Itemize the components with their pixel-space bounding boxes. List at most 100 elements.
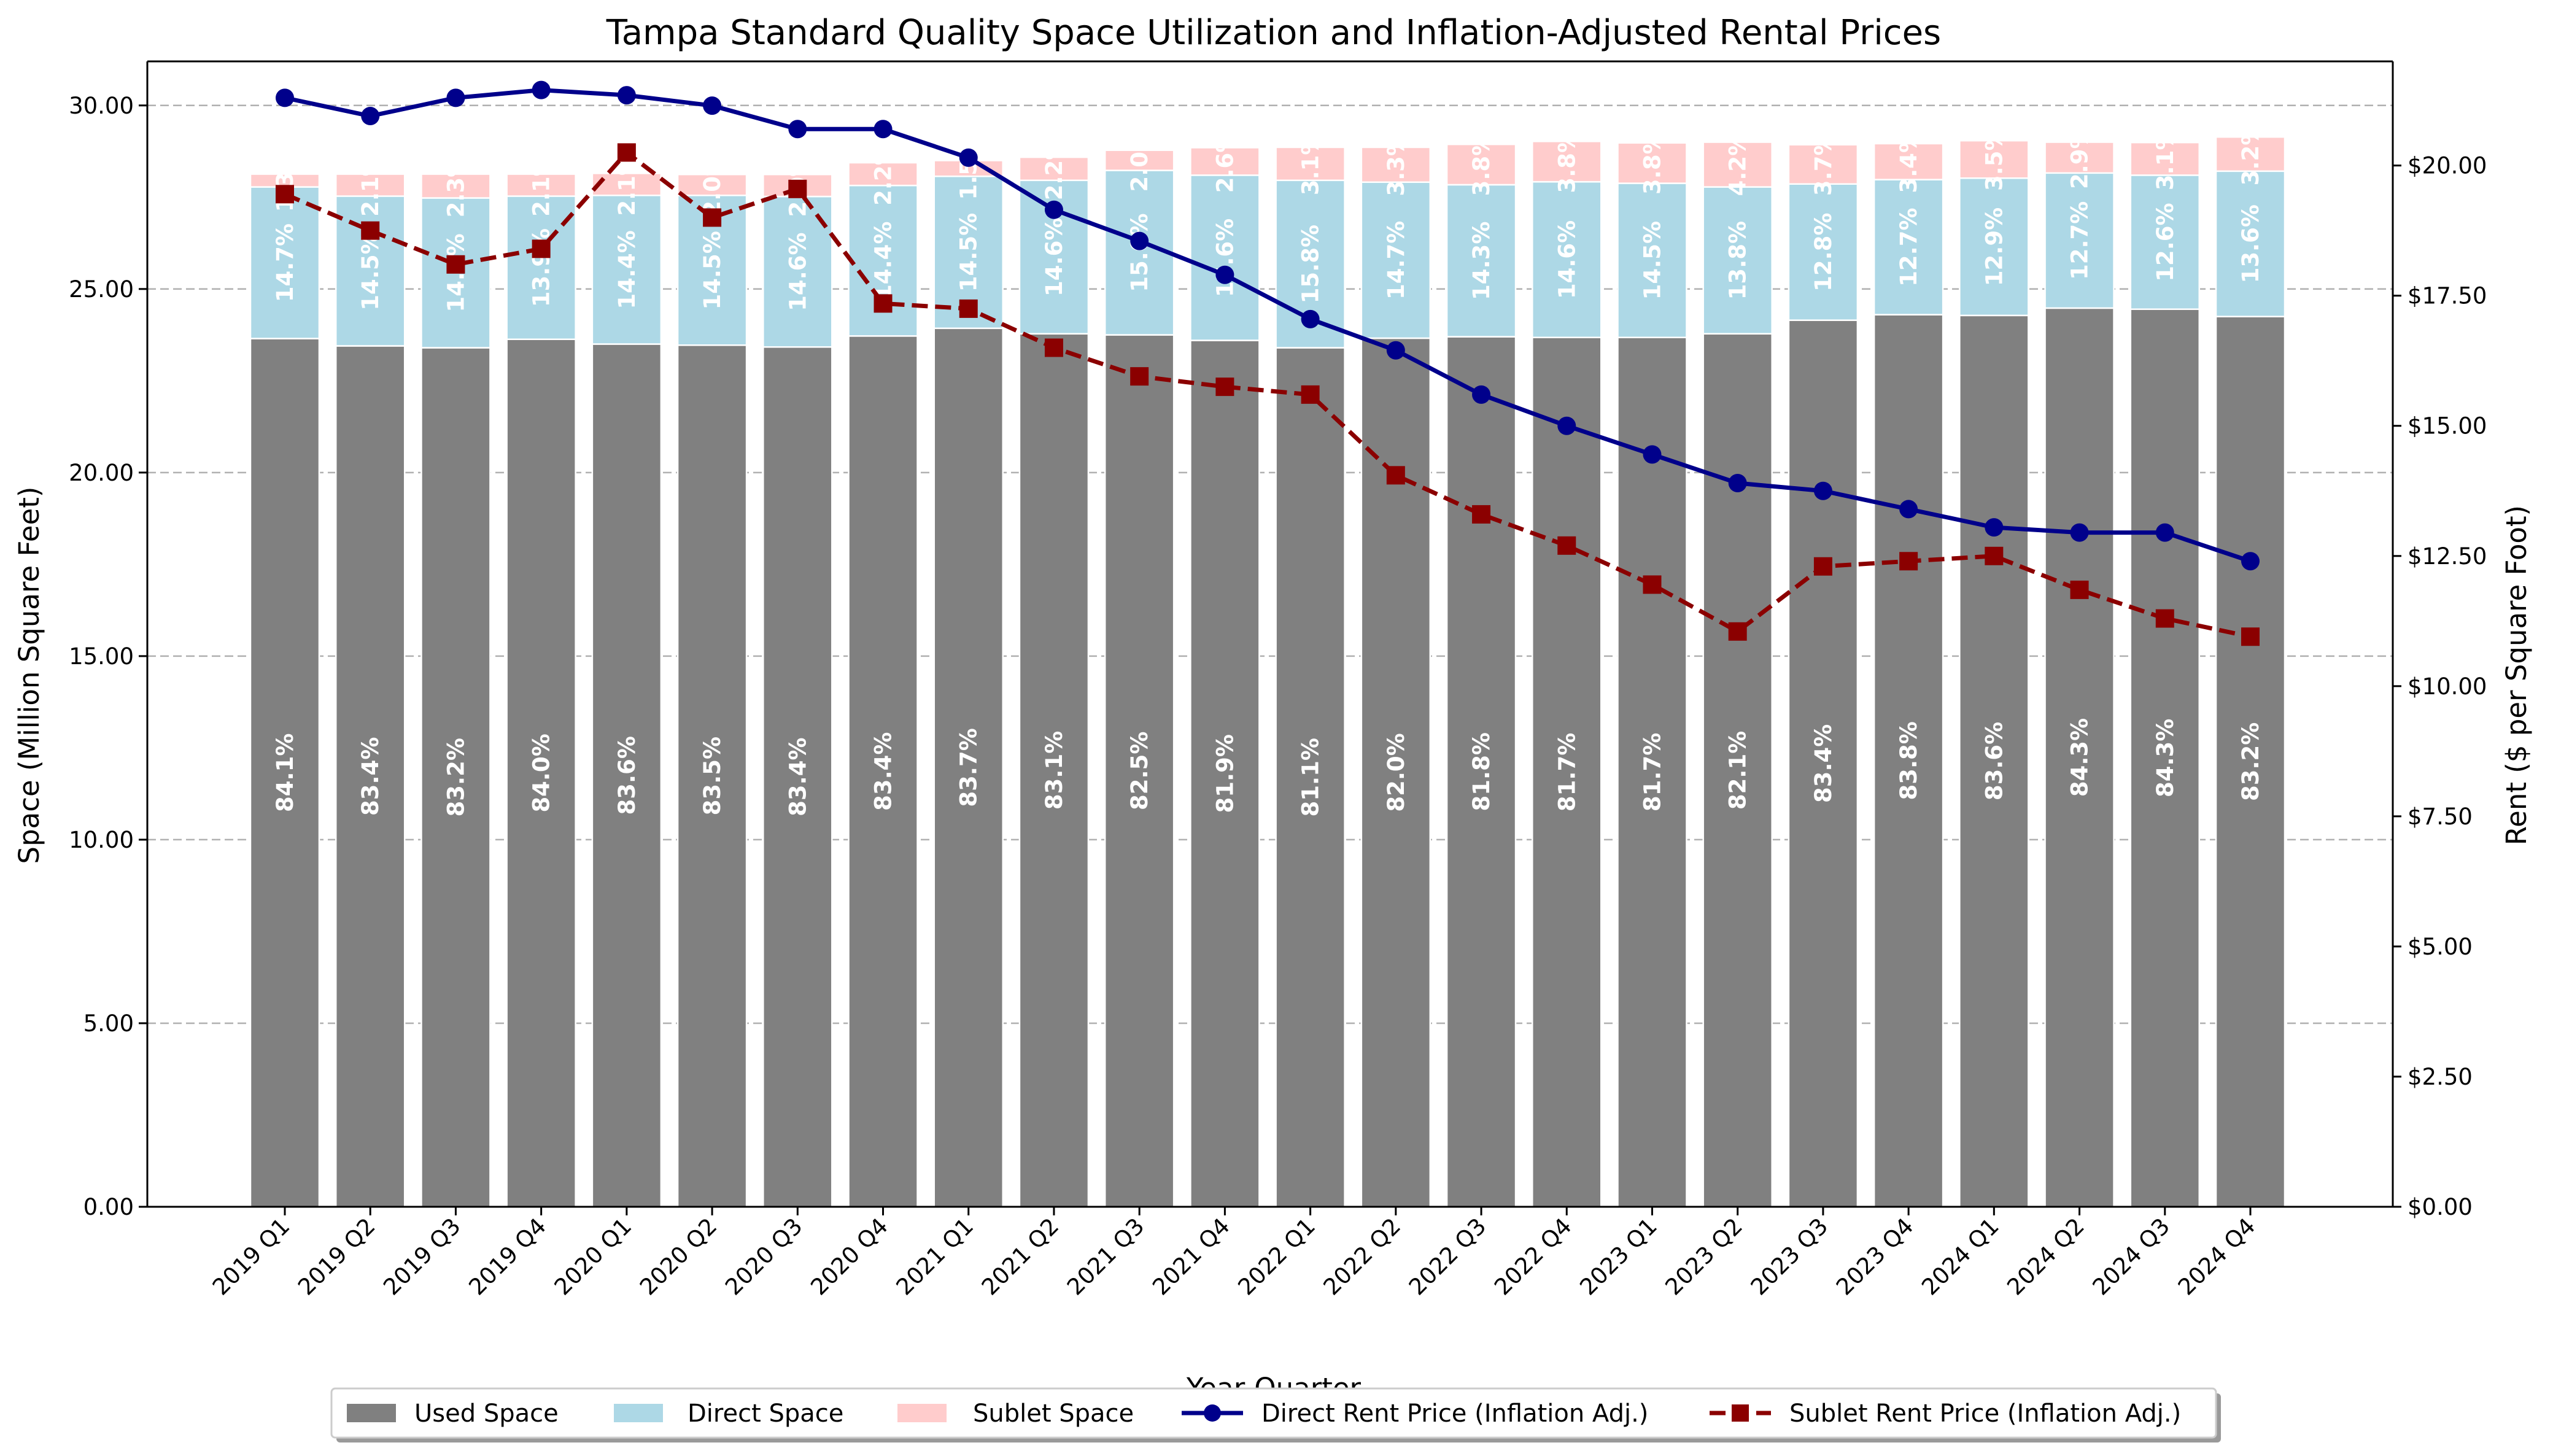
sublet-rent-point — [1643, 575, 1662, 594]
direct-rent-point — [1899, 500, 1918, 519]
sublet-space-bar — [676, 173, 748, 196]
used-space-bar — [933, 327, 1004, 1208]
direct-space-label: 14.5% — [357, 231, 384, 310]
used-space-bar — [1104, 334, 1175, 1208]
direct-space-label: 15.6% — [1126, 213, 1153, 292]
used-space-label: 83.5% — [699, 737, 726, 815]
direct-rent-point — [788, 120, 807, 139]
direct-rent-point — [1643, 445, 1662, 464]
direct-rent-point — [1557, 416, 1576, 435]
sublet-rent-point — [2155, 609, 2174, 628]
sublet-space-label: 2.2% — [1041, 137, 1067, 201]
direct-rent-point — [1728, 474, 1747, 493]
used-space-label: 81.7% — [1639, 733, 1665, 811]
sublet-rent-point — [1899, 552, 1918, 571]
sublet-rent-point — [446, 255, 465, 274]
y-tick-label: 20.00 — [69, 460, 134, 486]
rent-lines — [276, 80, 2260, 646]
used-space-label: 83.4% — [870, 732, 897, 810]
sublet-space-label: 3.1% — [2152, 127, 2179, 190]
legend-sublet-rent-label: Sublet Rent Price (Inflation Adj.) — [1789, 1400, 2181, 1428]
used-space-label: 84.0% — [529, 734, 555, 812]
sublet-space-bar — [1018, 156, 1090, 182]
direct-space-bar — [1532, 180, 1602, 339]
sublet-rent-point — [1813, 557, 1832, 576]
legend-used-space: Used Space — [347, 1400, 559, 1428]
used-space-label: 83.6% — [614, 736, 640, 815]
used-space-bar — [1275, 347, 1346, 1208]
direct-rent-point — [1301, 309, 1320, 328]
direct-rent-point — [1985, 518, 2004, 537]
sublet-space-bar — [1104, 149, 1175, 171]
sublet-rent-point — [1985, 546, 2004, 565]
used-space-bar — [1190, 339, 1260, 1208]
sublet-space-label: 2.0% — [699, 153, 726, 217]
legend-used-space-swatch — [347, 1404, 396, 1422]
direct-rent-point — [959, 148, 978, 167]
sublet-space-label: 2.2% — [870, 142, 897, 206]
direct-space-label: 12.7% — [2067, 201, 2093, 280]
direct-space-bar — [591, 195, 662, 345]
sublet-space-label: 3.8% — [1639, 131, 1665, 195]
direct-space-bar — [1104, 169, 1175, 336]
y-axis-label: Space (Million Square Feet) — [13, 487, 45, 864]
used-space-bar — [1959, 314, 2029, 1208]
legend-direct-rent: Direct Rent Price (Inflation Adj.) — [1182, 1400, 1648, 1428]
direct-space-bar — [1446, 184, 1517, 338]
legend-sublet-space: Sublet Space — [897, 1400, 1134, 1428]
used-space-label: 81.7% — [1554, 733, 1580, 811]
legend-sublet-space-label: Sublet Space — [973, 1400, 1134, 1428]
direct-space-label: 14.5% — [956, 213, 982, 292]
y-tick-label: 25.00 — [69, 276, 134, 303]
used-space-bar — [2044, 307, 2115, 1208]
used-space-bar — [1617, 336, 1687, 1208]
y2-tick-label: $12.50 — [2408, 543, 2487, 570]
direct-space-bar — [249, 186, 320, 339]
used-space-label: 81.1% — [1298, 738, 1324, 816]
sublet-rent-point — [1301, 385, 1320, 404]
sublet-space-bar — [1446, 143, 1517, 186]
direct-rent-point — [1472, 385, 1491, 404]
sublet-rent-point — [2241, 627, 2260, 646]
sublet-space-label: 1.5% — [956, 137, 982, 200]
direct-rent-line — [284, 88, 2252, 563]
legend-box — [330, 1387, 2217, 1439]
sublet-rent-point — [1557, 536, 1576, 555]
used-space-bar — [1873, 314, 1944, 1208]
direct-rent-point — [2070, 523, 2089, 542]
sublet-rent-point — [703, 208, 722, 227]
sublet-space-label: 3.8% — [1468, 133, 1495, 196]
sublet-rent-point — [532, 239, 551, 258]
sublet-rent-point — [617, 143, 636, 162]
direct-rent-point — [2241, 552, 2260, 571]
direct-space-bar — [1617, 182, 1687, 339]
direct-space-bar — [933, 175, 1004, 330]
sublet-space-label: 3.2% — [2237, 123, 2264, 186]
legend-sublet-rent-marker — [1732, 1404, 1749, 1422]
used-space-bar — [1532, 336, 1602, 1208]
direct-rent-point — [1813, 481, 1832, 500]
direct-rent-point — [361, 107, 380, 126]
direct-rent-point — [1215, 265, 1234, 284]
used-space-label: 81.9% — [1212, 734, 1238, 813]
sublet-rent-point — [276, 185, 294, 204]
y2-tick-label: $7.50 — [2408, 804, 2473, 830]
direct-space-label: 14.5% — [699, 231, 726, 309]
direct-space-label: 14.5% — [1639, 221, 1665, 300]
sublet-space-bar — [2215, 136, 2286, 172]
direct-space-bar — [1702, 186, 1773, 335]
direct-rent-point — [2155, 523, 2174, 542]
sublet-rent-point — [874, 294, 893, 313]
direct-rent-point — [1130, 231, 1149, 250]
sublet-rent-point — [959, 299, 978, 318]
sublet-space-bar — [1788, 144, 1859, 185]
used-space-label: 82.1% — [1725, 731, 1751, 810]
used-space-label: 83.2% — [2237, 722, 2264, 801]
direct-space-label: 14.4% — [614, 230, 640, 309]
sublet-space-label: 3.8% — [1554, 130, 1580, 193]
y2-tick-label: $5.00 — [2408, 934, 2473, 960]
sublet-space-bar — [1959, 139, 2029, 179]
used-space-bar — [762, 346, 833, 1208]
used-space-bar — [1446, 336, 1517, 1208]
